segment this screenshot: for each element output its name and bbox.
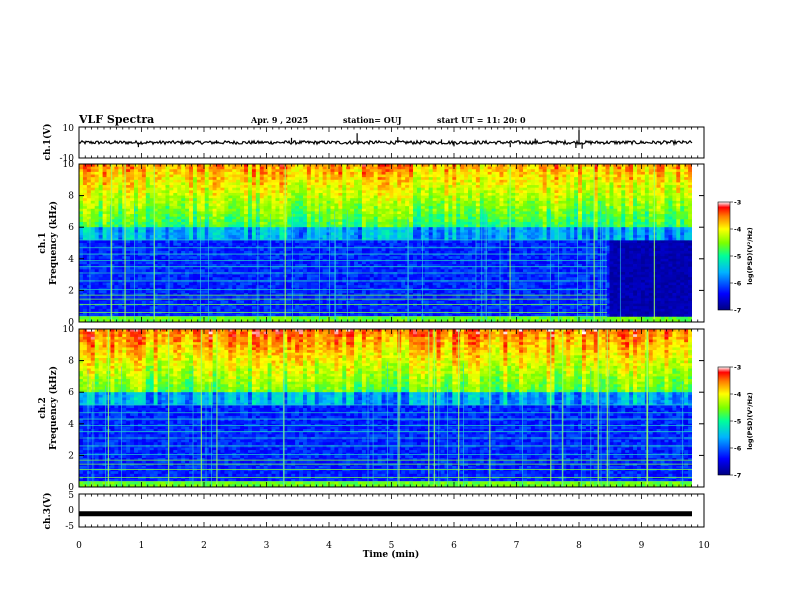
- time-tick-label: 4: [326, 541, 332, 551]
- time-tick-label: 9: [639, 541, 645, 551]
- ch2-spectrogram-panel: 0 2 4 6 8 10 ch.2 Frequency (kHz): [38, 325, 705, 493]
- colorbar-tick-label: -3: [734, 364, 741, 372]
- ch1-trace: [78, 138, 693, 147]
- ch3-ytick-mid: 0: [68, 506, 74, 516]
- colorbar-tick-label: -3: [734, 199, 741, 207]
- time-tick-label: 10: [698, 541, 710, 551]
- ch3-panel: 5 0 -5 ch.3(V): [42, 491, 705, 532]
- time-tick-label: 6: [451, 541, 457, 551]
- figure-title: VLF Spectra: [78, 113, 154, 126]
- ch2-colorbar: -3 -4 -5 -6 -7 log(PSD)(V²/Hz): [717, 364, 754, 480]
- freq-tick-label: 8: [68, 357, 74, 367]
- freq-tick-label: 6: [68, 223, 74, 233]
- freq-tick-label: 2: [68, 451, 74, 461]
- ch2-freq-label: Frequency (kHz): [48, 366, 59, 450]
- ch1-colorbar: -3 -4 -5 -6 -7 log(PSD)(V²/Hz): [717, 199, 754, 315]
- ch1-panel: 10 -10 ch.1(V): [42, 124, 705, 164]
- time-axis-label: Time (min): [363, 549, 420, 560]
- ch1-spectrogram-panel: 0 2 4 6 8 10 ch.1 Frequency (kHz): [38, 160, 705, 328]
- ch1-freq-label: Frequency (kHz): [48, 201, 59, 285]
- time-tick-label: 2: [201, 541, 207, 551]
- freq-tick-label: 0: [68, 483, 74, 493]
- colorbar-tick-label: -6: [734, 445, 742, 453]
- time-tick-label: 0: [76, 541, 82, 551]
- time-tick-label: 3: [264, 541, 270, 551]
- ch1-spectrogram: [79, 164, 704, 323]
- freq-tick-label: 4: [68, 420, 74, 430]
- colorbar-scale: [717, 366, 731, 476]
- freq-tick-label: 6: [68, 388, 74, 398]
- ch1-ytick-top: 10: [63, 124, 75, 134]
- time-tick-label: 7: [514, 541, 520, 551]
- freq-tick-label: 0: [68, 318, 74, 328]
- station-label: station= OUJ: [343, 115, 402, 125]
- time-tick-label: 1: [139, 541, 145, 551]
- colorbar-tick-label: -5: [734, 253, 742, 261]
- freq-tick-label: 8: [68, 192, 74, 202]
- time-axis: 0 1 2 3 4 5 6 7 8 9 10: [76, 127, 710, 551]
- colorbar-scale: [717, 201, 731, 311]
- ch2-spectrogram: [79, 329, 704, 488]
- ch2-channel-label: ch.2: [38, 397, 48, 418]
- date-label: Apr. 9 , 2025: [250, 115, 308, 125]
- time-tick-label: 5: [389, 541, 395, 551]
- ch1-ylabel: ch.1(V): [42, 124, 53, 161]
- colorbar-label: log(PSD)(V²/Hz): [746, 392, 754, 450]
- ch1-waveform: [78, 130, 693, 149]
- freq-tick-label: 4: [68, 255, 74, 265]
- ch3-ytick-bottom: -5: [65, 522, 74, 532]
- freq-tick-label: 2: [68, 286, 74, 296]
- colorbar-tick-label: -5: [734, 418, 742, 426]
- ch1-ytick-bottom: -10: [60, 154, 75, 164]
- ch1-channel-label: ch.1: [38, 232, 48, 253]
- freq-tick-label: 10: [63, 160, 75, 170]
- ch3-ylabel: ch.3(V): [42, 493, 53, 530]
- freq-tick-label: 10: [63, 325, 75, 335]
- colorbar-tick-label: -7: [734, 472, 741, 480]
- ch3-ytick-top: 5: [68, 491, 74, 501]
- colorbar-tick-label: -4: [734, 226, 742, 234]
- time-tick-label: 8: [576, 541, 582, 551]
- colorbar-tick-label: -7: [734, 307, 741, 315]
- colorbar-tick-label: -6: [734, 280, 742, 288]
- colorbar-label: log(PSD)(V²/Hz): [746, 227, 754, 285]
- colorbar-tick-label: -4: [734, 391, 742, 399]
- start-time-label: start UT = 11: 20: 0: [437, 115, 526, 125]
